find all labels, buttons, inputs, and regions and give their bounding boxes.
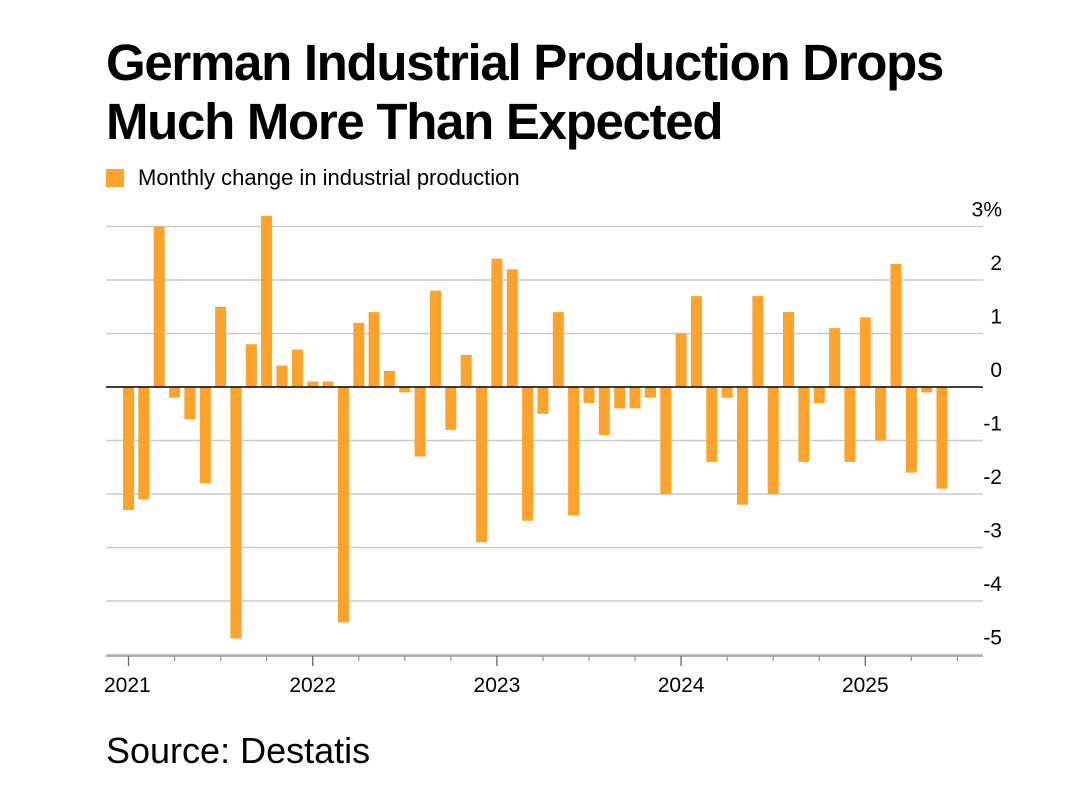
y-tick-label: -2	[983, 466, 1002, 489]
y-tick-label: 3%	[972, 199, 1002, 222]
bar	[506, 269, 518, 387]
bar	[491, 258, 503, 387]
bar	[721, 387, 733, 398]
bar	[552, 312, 564, 387]
chart-title: German Industrial Production Drops Much …	[106, 34, 944, 150]
axes	[106, 386, 983, 666]
bar	[568, 387, 580, 516]
bar	[813, 387, 825, 404]
bar	[537, 387, 549, 414]
bar	[230, 387, 242, 639]
y-tick-label: 2	[990, 252, 1002, 275]
bar	[445, 387, 457, 430]
bar	[706, 387, 718, 462]
bar	[353, 322, 365, 387]
bar	[829, 328, 841, 387]
bar	[123, 387, 134, 510]
bar	[614, 387, 626, 409]
bar	[430, 290, 441, 387]
x-tick-label: 2025	[842, 674, 889, 697]
bar	[153, 226, 165, 387]
bar	[383, 370, 395, 387]
bar	[199, 387, 211, 484]
bar	[583, 387, 595, 404]
bar	[522, 387, 534, 521]
legend-swatch	[106, 169, 124, 187]
bar	[844, 387, 856, 462]
bar	[414, 387, 426, 457]
x-tick-label: 2023	[474, 674, 521, 697]
bar	[783, 312, 794, 387]
y-axis-tick-labels: 3% 2 1 0 -1 -2 -3 -4 -5	[972, 199, 1003, 650]
bar	[368, 312, 380, 387]
bar	[936, 387, 948, 489]
y-tick-label: -1	[983, 413, 1002, 436]
bar	[752, 296, 764, 388]
bar	[690, 296, 702, 388]
bar	[215, 306, 227, 388]
bar	[138, 387, 150, 500]
bar	[399, 387, 411, 393]
bar	[675, 333, 687, 387]
y-tick-label: -4	[983, 573, 1002, 596]
bar	[629, 387, 641, 409]
x-axis-tick-labels: 2021 2022 2023 2024 2025	[104, 674, 889, 697]
bar	[307, 381, 319, 387]
bar	[905, 387, 917, 473]
x-tick-label: 2024	[658, 674, 705, 697]
bar	[476, 387, 488, 543]
bar	[767, 387, 779, 494]
x-tick-label: 2021	[104, 674, 151, 697]
bar	[245, 344, 257, 387]
bar	[798, 387, 810, 462]
bar	[322, 381, 334, 387]
bar	[859, 317, 871, 387]
bar	[875, 387, 887, 441]
bar	[598, 387, 610, 436]
bar	[921, 387, 933, 393]
legend-label: Monthly change in industrial production	[138, 165, 520, 190]
y-tick-label: -5	[983, 627, 1002, 650]
bar	[660, 387, 672, 494]
bar	[184, 387, 196, 420]
bar	[644, 387, 656, 398]
x-tick-label: 2022	[289, 674, 336, 697]
bar	[261, 215, 273, 387]
y-tick-label: -3	[983, 520, 1002, 543]
source-note: Source: Destatis	[106, 730, 371, 771]
bar	[460, 354, 472, 387]
bar	[337, 387, 349, 623]
bars	[123, 215, 948, 639]
bar	[169, 387, 181, 398]
y-tick-label: 0	[990, 359, 1002, 382]
bar	[276, 365, 288, 387]
bar	[291, 349, 303, 387]
legend: Monthly change in industrial production	[106, 165, 520, 191]
y-tick-label: 1	[990, 306, 1002, 329]
bar	[890, 263, 902, 387]
bar	[737, 387, 748, 505]
